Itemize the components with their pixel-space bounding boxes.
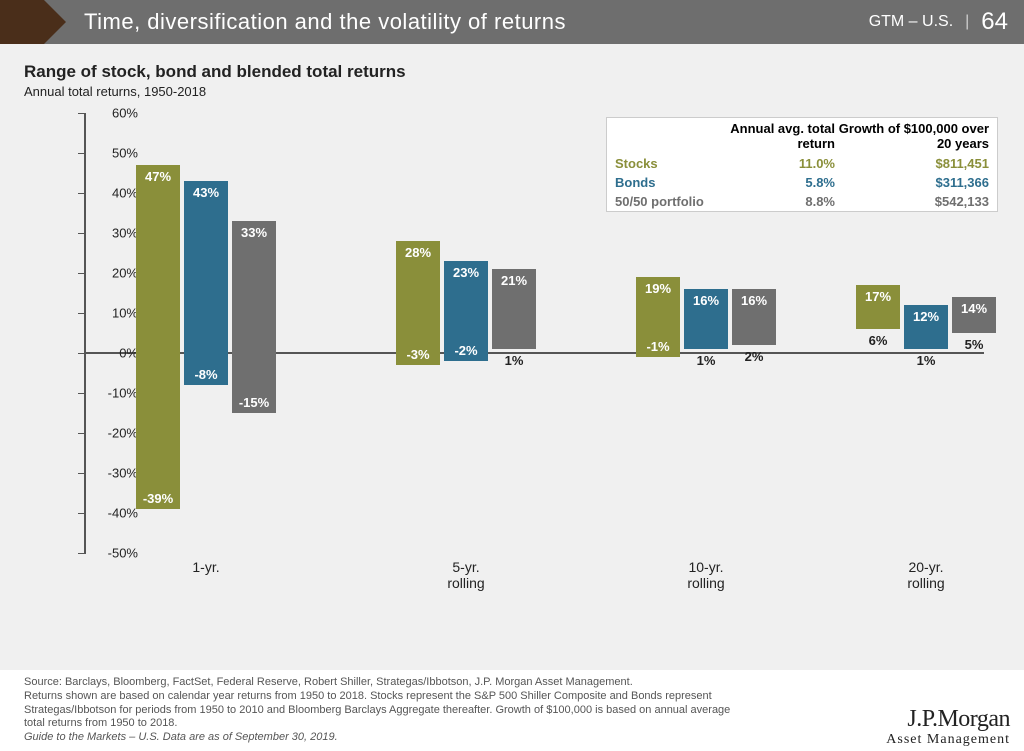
bar-low-label: -15% (232, 395, 276, 410)
summary-row: Bonds5.8%$311,366 (607, 173, 997, 192)
summary-head: Annual avg. total return Growth of $100,… (607, 118, 997, 154)
page-number: 64 (981, 8, 1008, 36)
summary-name: Stocks (615, 156, 725, 171)
bar-high-label: 12% (904, 309, 948, 324)
bar-high-label: 19% (636, 281, 680, 296)
summary-col-return: Annual avg. total return (725, 122, 835, 152)
y-tick-label: 10% (88, 306, 138, 321)
range-bar-blend (232, 221, 276, 413)
summary-table: Annual avg. total return Growth of $100,… (606, 117, 998, 212)
bar-low-label: -39% (136, 491, 180, 506)
summary-row: Stocks11.0%$811,451 (607, 154, 997, 173)
range-bar-bonds (184, 181, 228, 385)
x-category-label: 10-yr. rolling (646, 559, 766, 591)
summary-growth: $311,366 (835, 175, 989, 190)
bar-high-label: 21% (492, 273, 536, 288)
footer-italic: Guide to the Markets – U.S. Data are as … (24, 731, 1000, 745)
bar-low-label: 1% (684, 353, 728, 368)
bar-high-label: 23% (444, 265, 488, 280)
y-tick-label: 50% (88, 146, 138, 161)
y-tick-label: -40% (88, 506, 138, 521)
x-category-label: 5-yr. rolling (406, 559, 526, 591)
chart-title: Range of stock, bond and blended total r… (24, 62, 1000, 82)
bar-low-label: 2% (732, 349, 776, 364)
summary-row: 50/50 portfolio8.8%$542,133 (607, 192, 997, 211)
y-tick-label: 40% (88, 186, 138, 201)
chart-subtitle: Annual total returns, 1950-2018 (24, 84, 1000, 99)
bar-high-label: 16% (732, 293, 776, 308)
summary-return: 8.8% (725, 194, 835, 209)
x-category-label: 1-yr. (146, 559, 266, 575)
footer-line: Returns shown are based on calendar year… (24, 690, 1000, 704)
summary-growth: $542,133 (835, 194, 989, 209)
summary-name: Bonds (615, 175, 725, 190)
bar-low-label: 1% (492, 353, 536, 368)
y-tick-label: 60% (88, 106, 138, 121)
chart-wrap: -50% -40% -30% -20% -10% 0% 10% 20% 30% 40% 50% 60%… (24, 103, 1000, 593)
summary-col-growth: Growth of $100,000 over 20 years (835, 122, 989, 152)
bar-low-label: -8% (184, 367, 228, 382)
bar-high-label: 28% (396, 245, 440, 260)
bar-low-label: -3% (396, 347, 440, 362)
bar-high-label: 16% (684, 293, 728, 308)
summary-return: 11.0% (725, 156, 835, 171)
bar-high-label: 43% (184, 185, 228, 200)
bar-high-label: 17% (856, 289, 900, 304)
summary-growth: $811,451 (835, 156, 989, 171)
header-arrow-icon (0, 0, 44, 44)
y-tick-label: 0% (88, 346, 138, 361)
separator: | (965, 13, 969, 31)
header-right: GTM – U.S. | 64 (853, 0, 1024, 44)
chart-body: Range of stock, bond and blended total r… (0, 44, 1024, 670)
y-tick-label: -50% (88, 546, 138, 561)
footer-line: total returns from 1950 to 2018. (24, 717, 1000, 731)
y-tick-label: -10% (88, 386, 138, 401)
logo-line2: Asset Management (886, 733, 1010, 747)
logo-line1: J.P.Morgan (886, 707, 1010, 731)
footer-line: Strategas/Ibbotson for periods from 1950… (24, 704, 1000, 718)
y-tick-label: 20% (88, 266, 138, 281)
summary-return: 5.8% (725, 175, 835, 190)
y-tick-label: 30% (88, 226, 138, 241)
bar-low-label: -1% (636, 339, 680, 354)
y-tick-label: -20% (88, 426, 138, 441)
bar-low-label: 1% (904, 353, 948, 368)
bar-low-label: -2% (444, 343, 488, 358)
range-bar-stocks (136, 165, 180, 509)
footer-line: Source: Barclays, Bloomberg, FactSet, Fe… (24, 676, 1000, 690)
jpmorgan-logo: J.P.Morgan Asset Management (886, 707, 1010, 747)
page-header: Time, diversification and the volatility… (0, 0, 1024, 44)
gtm-label: GTM – U.S. (869, 13, 953, 31)
y-tick-label: -30% (88, 466, 138, 481)
bar-high-label: 47% (136, 169, 180, 184)
bar-high-label: 14% (952, 301, 996, 316)
page-title: Time, diversification and the volatility… (44, 0, 853, 44)
bar-high-label: 33% (232, 225, 276, 240)
bar-low-label: 6% (856, 333, 900, 348)
bar-low-label: 5% (952, 337, 996, 352)
summary-name: 50/50 portfolio (615, 194, 725, 209)
footer: Source: Barclays, Bloomberg, FactSet, Fe… (0, 670, 1024, 751)
x-category-label: 20-yr. rolling (866, 559, 986, 591)
